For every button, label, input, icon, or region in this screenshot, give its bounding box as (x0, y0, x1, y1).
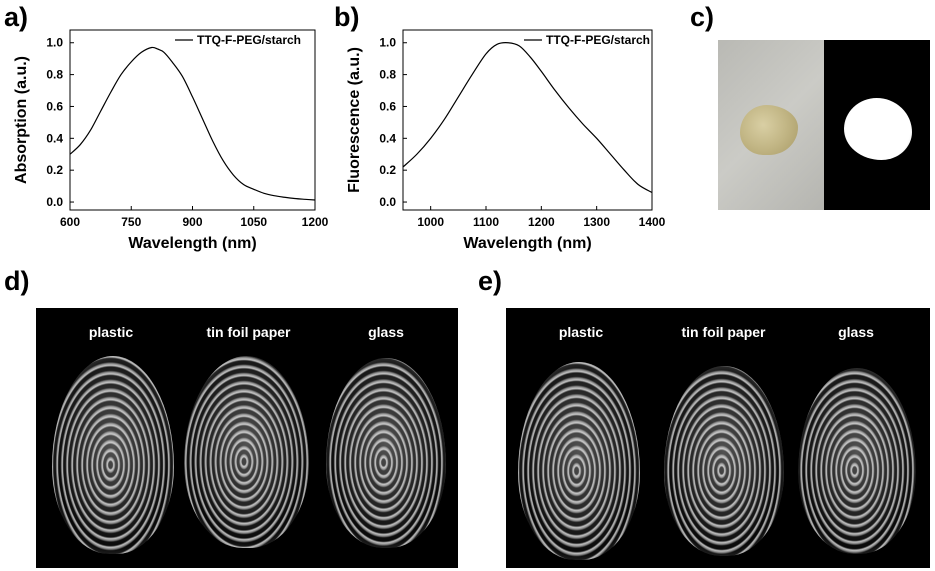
c1-y-tick-label: 0.6 (379, 99, 396, 113)
surface-label-plastic: plastic (88, 324, 134, 340)
c1-series-line (402, 42, 653, 194)
c1-x-tick-label: 1100 (473, 215, 499, 229)
c0-y-tick-label: 0.4 (46, 131, 63, 145)
c0-y-tick-label: 0.6 (46, 99, 63, 113)
fingerprint-panel-d: plastic tin foil paper glass (36, 308, 458, 568)
c1-x-axis-label: Wavelength (nm) (463, 235, 591, 252)
powder-sample (740, 105, 798, 155)
c1-y-tick-label: 0.8 (379, 68, 396, 82)
c1-y-tick-label: 1.0 (379, 36, 396, 50)
surface-label-tin-foil-paper: tin foil paper (681, 324, 766, 340)
fingerprint-tin-foil-paper (184, 356, 309, 548)
surface-label-tin-foil-paper: tin foil paper (206, 324, 291, 340)
fingerprint-tin-foil-paper (664, 366, 784, 556)
panel-label-d: d) (4, 266, 30, 296)
fingerprint-glass (798, 368, 916, 554)
c0-legend-label: TTQ-F-PEG/starch (197, 33, 301, 47)
c1-x-tick-label: 1300 (583, 215, 610, 229)
panel-label-a: a) (4, 2, 29, 32)
surface-label-plastic: plastic (558, 324, 604, 340)
c0-x-tick-label: 1200 (302, 215, 329, 229)
c0-x-tick-label: 750 (121, 215, 141, 229)
c1-y-tick-label: 0.2 (379, 163, 396, 177)
powder-photo-nir (824, 40, 930, 210)
c1-legend-label: TTQ-F-PEG/starch (546, 33, 650, 47)
surface-label-glass: glass (368, 324, 404, 340)
c1-x-tick-label: 1000 (417, 215, 444, 229)
powder-photo-daylight (718, 40, 824, 210)
c0-y-tick-label: 0.8 (46, 68, 63, 82)
fingerprint-glass (326, 358, 446, 548)
c0-y-tick-label: 0.0 (46, 195, 63, 209)
panel-label-e: e) (478, 266, 503, 296)
c0-series-line (69, 46, 316, 201)
c1-y-tick-label: 0.0 (379, 195, 396, 209)
panel-label-c: c) (690, 2, 715, 32)
c0-x-tick-label: 600 (60, 215, 80, 229)
c1-x-tick-label: 1400 (639, 215, 666, 229)
c1-y-axis-label: Fluorescence (a.u.) (346, 47, 363, 193)
c1-plot-frame (402, 29, 653, 211)
c0-x-tick-label: 1050 (240, 215, 267, 229)
fingerprint-plastic (518, 362, 640, 560)
c0-y-tick-label: 0.2 (46, 163, 63, 177)
surface-label-glass: glass (838, 324, 874, 340)
fingerprint-panel-e: plastic tin foil paper glass (506, 308, 930, 568)
c0-y-axis-label: Absorption (a.u.) (13, 56, 30, 184)
nir-glow (844, 98, 912, 160)
panel-label-b: b) (334, 2, 360, 32)
c0-x-axis-label: Wavelength (nm) (128, 235, 256, 252)
c1-y-tick-label: 0.4 (379, 131, 396, 145)
c1-x-tick-label: 1200 (528, 215, 555, 229)
c0-y-tick-label: 1.0 (46, 36, 63, 50)
fingerprint-plastic (52, 356, 174, 554)
c0-x-tick-label: 900 (182, 215, 202, 229)
